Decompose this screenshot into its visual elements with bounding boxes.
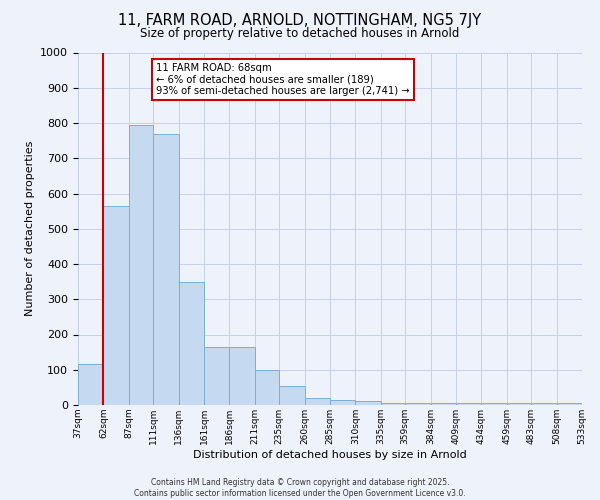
Bar xyxy=(229,347,255,405)
Bar xyxy=(355,402,381,405)
Bar xyxy=(330,400,355,405)
Bar xyxy=(179,282,204,405)
Bar xyxy=(381,403,405,405)
Text: 11 FARM ROAD: 68sqm
← 6% of detached houses are smaller (189)
93% of semi-detach: 11 FARM ROAD: 68sqm ← 6% of detached hou… xyxy=(156,63,410,96)
Bar xyxy=(78,364,103,405)
Y-axis label: Number of detached properties: Number of detached properties xyxy=(25,141,35,316)
Bar xyxy=(255,370,279,405)
Bar xyxy=(103,206,129,405)
Bar xyxy=(204,347,229,405)
Text: Contains HM Land Registry data © Crown copyright and database right 2025.
Contai: Contains HM Land Registry data © Crown c… xyxy=(134,478,466,498)
Bar xyxy=(129,125,153,405)
Bar xyxy=(405,403,431,405)
Bar xyxy=(305,398,330,405)
Bar xyxy=(456,403,481,405)
Text: 11, FARM ROAD, ARNOLD, NOTTINGHAM, NG5 7JY: 11, FARM ROAD, ARNOLD, NOTTINGHAM, NG5 7… xyxy=(118,12,482,28)
Bar xyxy=(431,403,456,405)
Bar xyxy=(279,386,305,405)
Bar xyxy=(557,403,582,405)
Bar xyxy=(481,403,507,405)
Bar xyxy=(153,134,179,405)
Bar xyxy=(507,403,531,405)
X-axis label: Distribution of detached houses by size in Arnold: Distribution of detached houses by size … xyxy=(193,450,467,460)
Text: Size of property relative to detached houses in Arnold: Size of property relative to detached ho… xyxy=(140,28,460,40)
Bar xyxy=(531,403,557,405)
